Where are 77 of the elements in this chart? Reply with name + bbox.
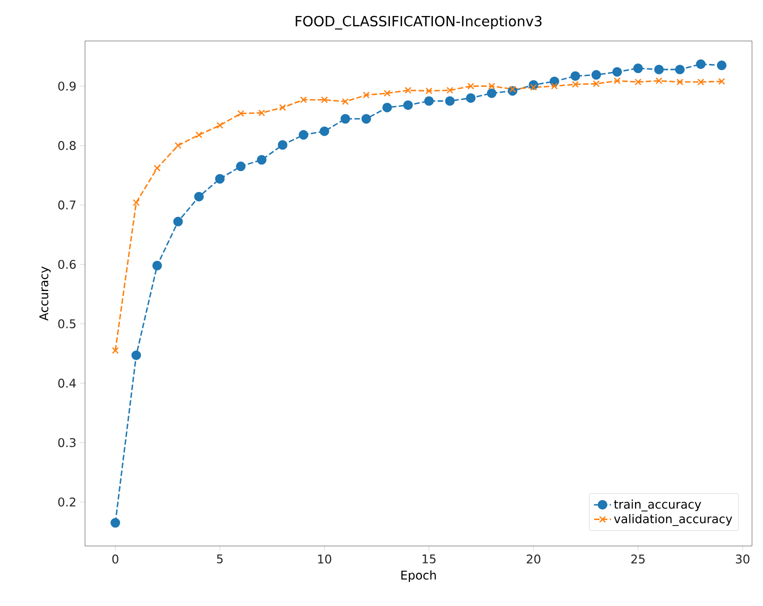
point <box>404 86 412 94</box>
point <box>572 80 579 88</box>
point <box>194 192 204 202</box>
point <box>656 77 662 84</box>
point <box>132 199 140 206</box>
point <box>382 102 392 112</box>
point <box>466 93 476 103</box>
point <box>530 84 537 91</box>
x-tick-label: 15 <box>422 554 436 564</box>
point <box>215 174 225 184</box>
point <box>258 109 266 116</box>
x-tick-label: 25 <box>631 554 645 564</box>
point <box>384 90 391 97</box>
point <box>654 64 664 74</box>
point <box>716 60 726 70</box>
point <box>718 78 726 85</box>
point <box>612 67 622 77</box>
point <box>131 350 142 360</box>
point <box>154 164 161 172</box>
point <box>426 87 432 94</box>
point <box>300 96 307 104</box>
point <box>509 86 516 93</box>
point <box>278 140 288 150</box>
point <box>152 260 162 270</box>
point <box>446 86 454 94</box>
point <box>216 122 224 129</box>
point <box>362 92 370 98</box>
point <box>696 59 706 69</box>
x-axis-title: Epoch <box>401 570 436 582</box>
point <box>634 78 642 86</box>
y-tick-label: 0.2 <box>58 497 76 507</box>
point <box>424 96 434 106</box>
point <box>237 110 244 117</box>
point <box>467 82 474 90</box>
x-tick-label: 20 <box>526 554 540 564</box>
point <box>196 131 202 138</box>
x-tick-label: 0 <box>112 554 118 564</box>
point <box>570 71 580 81</box>
point <box>340 114 350 124</box>
y-tick-label: 0.4 <box>58 378 76 388</box>
point <box>403 100 413 110</box>
y-tick-label: 0.5 <box>58 319 76 328</box>
point <box>236 162 246 172</box>
point <box>445 96 455 106</box>
y-axis-title: Accuracy <box>39 266 51 321</box>
x-tick-label: 5 <box>216 554 223 564</box>
point <box>320 126 330 136</box>
point <box>592 80 600 88</box>
point <box>361 114 372 124</box>
y-tick-label: 0.8 <box>58 141 76 150</box>
legend-label: validation_accuracy <box>614 514 732 526</box>
point <box>173 216 183 226</box>
x-tick-label: 30 <box>736 554 750 564</box>
point <box>633 64 643 74</box>
point <box>488 82 496 90</box>
y-tick-label: 0.9 <box>58 82 76 91</box>
point <box>676 78 684 86</box>
point <box>697 78 704 86</box>
y-tick-label: 0.7 <box>58 200 76 210</box>
point <box>591 70 602 80</box>
point <box>112 347 119 354</box>
point <box>298 130 308 140</box>
y-tick-label: 0.3 <box>58 438 76 448</box>
point <box>279 104 286 111</box>
point <box>110 518 120 528</box>
chart-title: FOOD_CLASSIFICATION-Inceptionv3 <box>296 16 542 30</box>
point <box>342 98 349 106</box>
x-tick-label: 10 <box>318 554 332 564</box>
y-tick-label: 0.6 <box>58 260 76 269</box>
point <box>256 155 266 165</box>
point <box>550 82 558 90</box>
point <box>320 96 328 104</box>
point <box>614 77 621 84</box>
point <box>675 64 685 74</box>
point <box>486 88 496 98</box>
point <box>174 142 182 149</box>
legend-label: train_accuracy <box>614 500 702 512</box>
